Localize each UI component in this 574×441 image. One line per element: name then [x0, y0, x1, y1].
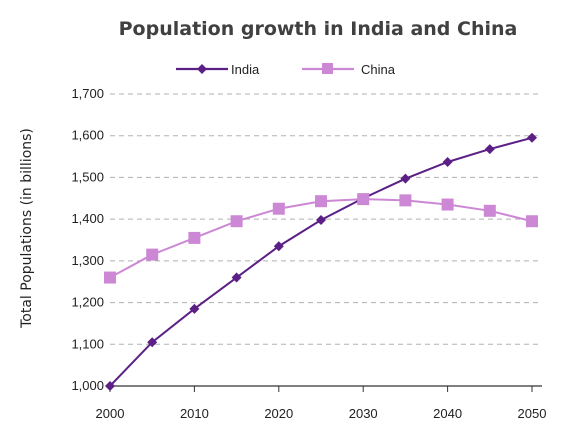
- chart-title: Population growth in India and China: [119, 18, 518, 40]
- series-india: [105, 132, 537, 391]
- x-tick-label: 2020: [264, 406, 293, 421]
- data-point-china: [399, 194, 412, 207]
- data-point-india: [400, 173, 411, 184]
- series-line-india: [109, 136, 533, 387]
- y-tick-label: 1,000: [71, 378, 104, 393]
- data-point-india: [484, 144, 495, 155]
- y-tick-label: 1,700: [71, 86, 104, 101]
- data-point-china: [526, 215, 538, 228]
- y-tick-label: 1,500: [71, 169, 104, 184]
- data-point-india: [189, 303, 200, 314]
- legend-item-china: China: [302, 62, 396, 77]
- data-point-china: [146, 248, 159, 261]
- y-axis-label: Total Populations (in billions): [19, 128, 35, 329]
- x-axis: 2000 2010 2020 2030 2040 2050: [96, 385, 547, 421]
- data-point-china: [188, 231, 201, 244]
- data-point-china: [272, 202, 285, 215]
- series-layer: [104, 132, 538, 391]
- y-tick-label: 1,600: [71, 128, 104, 143]
- x-tick-label: 2010: [180, 406, 209, 421]
- x-tick-label: 2050: [518, 406, 547, 421]
- series-china: [104, 193, 538, 284]
- data-point-china: [104, 271, 116, 284]
- legend-label-india: India: [231, 62, 260, 77]
- y-tick-label: 1,400: [71, 211, 104, 226]
- series-line-china: [109, 198, 533, 279]
- legend-item-india: India: [176, 62, 260, 77]
- data-point-india: [442, 156, 453, 167]
- data-point-china: [357, 193, 370, 206]
- data-point-india: [147, 337, 158, 348]
- x-tick-label: 2030: [349, 406, 378, 421]
- legend-marker-china: [322, 63, 333, 74]
- x-tick-label: 2040: [433, 406, 462, 421]
- y-tick-label: 1,200: [71, 295, 104, 310]
- legend: India China: [176, 62, 396, 77]
- legend-marker-india: [197, 64, 207, 74]
- legend-label-china: China: [361, 62, 396, 77]
- data-point-china: [315, 195, 327, 208]
- data-point-china: [441, 198, 454, 211]
- y-tick-label: 1,100: [71, 336, 104, 351]
- data-point-china: [483, 204, 496, 217]
- x-tick-label: 2000: [96, 406, 125, 421]
- data-point-india: [527, 132, 537, 143]
- y-tick-label: 1,300: [71, 253, 104, 268]
- gridlines: [110, 93, 542, 345]
- data-point-china: [230, 215, 243, 228]
- data-point-india: [273, 241, 284, 252]
- data-point-india: [231, 272, 242, 283]
- y-axis-ticks: 1,000 1,100 1,200 1,300 1,400 1,500 1,600 1,700: [71, 86, 104, 393]
- data-point-india: [316, 214, 326, 225]
- data-point-india: [105, 381, 115, 391]
